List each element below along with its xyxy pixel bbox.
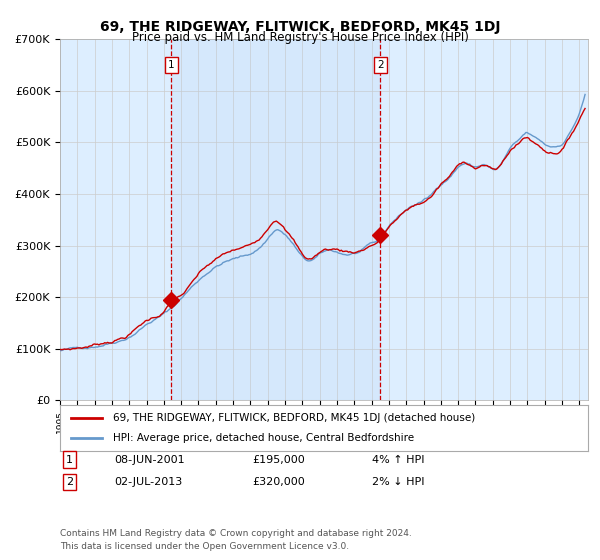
Text: £195,000: £195,000 xyxy=(252,455,305,465)
Text: Price paid vs. HM Land Registry's House Price Index (HPI): Price paid vs. HM Land Registry's House … xyxy=(131,31,469,44)
Text: 4% ↑ HPI: 4% ↑ HPI xyxy=(372,455,425,465)
Text: 2% ↓ HPI: 2% ↓ HPI xyxy=(372,477,425,487)
Text: £320,000: £320,000 xyxy=(252,477,305,487)
Text: Contains HM Land Registry data © Crown copyright and database right 2024.
This d: Contains HM Land Registry data © Crown c… xyxy=(60,529,412,550)
Text: 2: 2 xyxy=(66,477,73,487)
Text: HPI: Average price, detached house, Central Bedfordshire: HPI: Average price, detached house, Cent… xyxy=(113,433,414,443)
Text: 2: 2 xyxy=(377,60,383,70)
Text: 69, THE RIDGEWAY, FLITWICK, BEDFORD, MK45 1DJ: 69, THE RIDGEWAY, FLITWICK, BEDFORD, MK4… xyxy=(100,20,500,34)
Text: 69, THE RIDGEWAY, FLITWICK, BEDFORD, MK45 1DJ (detached house): 69, THE RIDGEWAY, FLITWICK, BEDFORD, MK4… xyxy=(113,413,475,423)
Text: 02-JUL-2013: 02-JUL-2013 xyxy=(114,477,182,487)
Text: 1: 1 xyxy=(66,455,73,465)
Text: 08-JUN-2001: 08-JUN-2001 xyxy=(114,455,185,465)
Text: 1: 1 xyxy=(168,60,175,70)
Bar xyxy=(172,39,380,400)
